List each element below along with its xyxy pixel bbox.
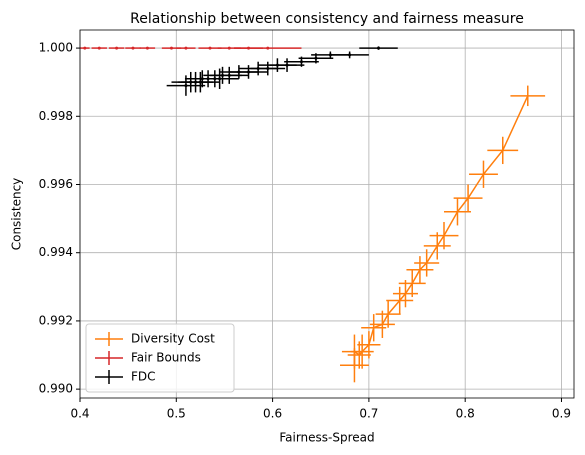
plot-frame <box>79 29 575 399</box>
x-tick-label: 0.5 <box>167 407 186 421</box>
y-tick-label: 0.996 <box>39 177 73 191</box>
y-axis-label: Consistency <box>10 178 24 251</box>
point <box>184 84 188 88</box>
point <box>314 56 318 60</box>
point <box>266 46 270 50</box>
x-tick-label: 0.6 <box>263 407 282 421</box>
point <box>97 46 101 50</box>
legend-label: Diversity Cost <box>131 332 215 346</box>
legend-label: Fair Bounds <box>131 351 201 365</box>
y-tick-label: 0.994 <box>39 245 73 259</box>
legend-label: FDC <box>131 370 156 384</box>
point <box>218 77 222 81</box>
chart-title: Relationship between consistency and fai… <box>130 11 524 27</box>
point <box>299 60 303 64</box>
y-tick-label: 0.992 <box>39 313 73 327</box>
point <box>83 46 87 50</box>
y-tick-label: 0.998 <box>39 109 73 123</box>
point <box>227 46 231 50</box>
y-tick-label: 1.000 <box>39 41 73 55</box>
point <box>198 80 202 84</box>
series-line <box>353 95 529 366</box>
point <box>208 46 212 50</box>
point <box>237 70 241 74</box>
x-axis-label: Fairness-Spread <box>279 431 374 445</box>
x-tick-label: 0.8 <box>456 407 475 421</box>
x-tick-label: 0.9 <box>552 407 571 421</box>
point <box>328 53 332 57</box>
x-tick-label: 0.4 <box>70 407 89 421</box>
y-tick-label: 0.990 <box>39 382 73 396</box>
point <box>275 63 279 67</box>
point <box>184 46 188 50</box>
point <box>145 46 149 50</box>
point <box>377 46 381 50</box>
point <box>221 73 225 77</box>
legend-box <box>85 323 235 393</box>
point <box>115 46 119 50</box>
x-tick-label: 0.7 <box>359 407 378 421</box>
point <box>131 46 135 50</box>
point <box>169 46 173 50</box>
point <box>256 67 260 71</box>
